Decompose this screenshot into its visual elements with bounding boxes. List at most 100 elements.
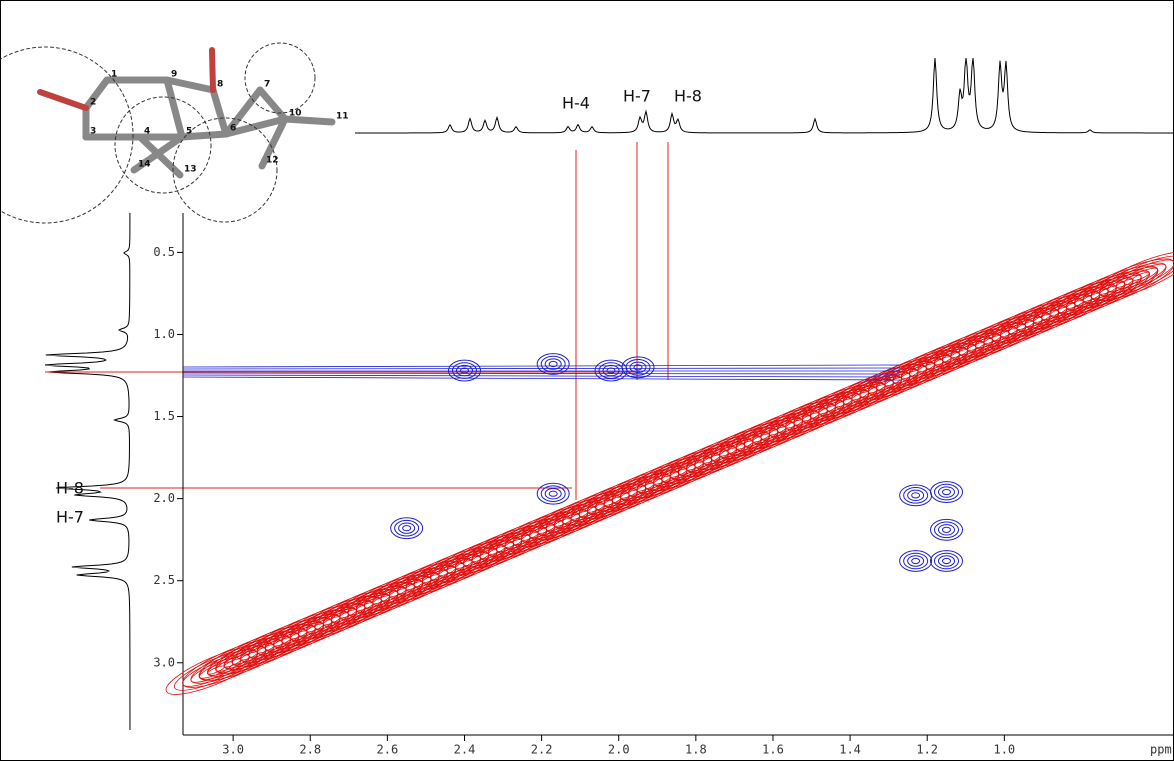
bond [163, 76, 217, 94]
cross-peak-contour [929, 550, 963, 572]
atom-label: 2 [90, 98, 96, 108]
annotation: H-8 [674, 87, 702, 106]
x-tick-label: 2.8 [299, 743, 321, 757]
cross-peak-contour [941, 526, 951, 533]
cross-peak-contour [451, 362, 477, 379]
cross-peak-contour [937, 555, 955, 567]
x-tick-label: 1.8 [685, 743, 707, 757]
atom-label: 5 [186, 127, 192, 137]
bond [163, 76, 186, 141]
y-tick-label: 1.5 [153, 409, 175, 423]
atom-label: 8 [217, 80, 223, 90]
diagonal-contour [1098, 255, 1174, 297]
atom-label: 10 [289, 109, 302, 119]
atom-label: 3 [90, 127, 96, 137]
y-tick-label: 2.0 [153, 491, 175, 505]
atom-label: 1 [111, 70, 117, 80]
x-tick-label: 1.4 [839, 743, 861, 757]
atom-label: 12 [266, 156, 279, 166]
bond [222, 86, 264, 138]
cross-peak-contour [929, 518, 963, 541]
cross-peak [929, 481, 963, 503]
cross-peak [536, 353, 570, 375]
left-spectrum [44, 212, 131, 730]
cross-peak [929, 518, 963, 541]
cross-peak-contour [394, 519, 420, 537]
x-tick-label: 1.6 [762, 743, 784, 757]
x-axis-label: ppm [1150, 743, 1172, 757]
cross-peak [447, 359, 481, 382]
band-contour [182, 372, 901, 375]
noe-loop [244, 42, 316, 114]
bond [82, 76, 111, 112]
cross-peak [899, 550, 933, 572]
bond [222, 115, 289, 138]
noe-loop [114, 96, 212, 194]
cross-peak-contour [544, 358, 562, 370]
band-contour [182, 367, 901, 370]
cross-peak-contour [907, 489, 925, 502]
atom-label: 11 [336, 112, 349, 122]
cross-peak-contour [398, 522, 416, 534]
x-tick-label: 2.4 [454, 743, 476, 757]
y-tick-label: 0.5 [153, 245, 175, 259]
x-tick-label: 2.6 [377, 743, 399, 757]
annotation: H-4 [562, 94, 590, 113]
cross-peak-contour [459, 367, 469, 374]
y-tick-label: 1.0 [153, 327, 175, 341]
cross-peak-contour [933, 552, 959, 570]
spectra [44, 57, 1174, 730]
cross-peak-contour [929, 481, 963, 503]
cross-peak-contour [402, 525, 412, 532]
bond [37, 89, 89, 111]
band-contour [182, 376, 901, 381]
cross-peak-contour [911, 492, 921, 499]
cross-peak-contour [544, 487, 562, 500]
noe-loop [172, 117, 278, 223]
cross-peak-contour [937, 486, 955, 498]
x-tick-label: 2.0 [608, 743, 630, 757]
cross-peak-contour [536, 353, 570, 375]
cross-peak-contour [933, 483, 959, 501]
cross-peak-contour [911, 557, 921, 565]
y-tick-label: 3.0 [153, 655, 175, 669]
x-tick-label: 3.0 [222, 743, 244, 757]
cross-peak [536, 482, 570, 505]
cross-peak-contour [540, 485, 566, 502]
cross-peak-contour [548, 360, 558, 368]
atom-label: 7 [264, 80, 270, 90]
cross-peak-contour [907, 555, 925, 567]
cross-peak [390, 517, 424, 540]
cross-peak-contour [941, 488, 951, 496]
cross-peak-contour [933, 521, 959, 539]
diagonal-contour [1123, 267, 1159, 285]
cross-peak-contour [540, 355, 566, 373]
diagonal-contour [1074, 258, 1174, 309]
cross-peak-contour [903, 552, 929, 570]
bond [281, 115, 336, 126]
x-tick-label: 2.2 [531, 743, 553, 757]
cross-peak-contour [899, 550, 933, 572]
noe-loop [0, 46, 134, 224]
cross-peak-contour [455, 364, 473, 377]
annotation: H-8 [56, 479, 84, 498]
cross-peak-contour [633, 364, 643, 371]
cross-peak-contour [941, 557, 951, 565]
atom-label: 6 [230, 124, 236, 134]
annotation: H-7 [56, 508, 84, 527]
atom-label: 14 [138, 160, 151, 170]
atom-label: 4 [144, 127, 150, 137]
cross-peak-contour [447, 359, 481, 382]
cross-peak-contour [536, 482, 570, 505]
annotation: H-7 [623, 87, 651, 106]
top-spectrum [354, 57, 1174, 134]
cross-peak-contour [629, 361, 647, 374]
diagonal [165, 251, 1174, 695]
atom-label: 13 [184, 165, 197, 175]
atom-label: 9 [171, 70, 177, 80]
cross-peak-contour [548, 490, 558, 497]
x-tick-label: 1.0 [993, 743, 1015, 757]
